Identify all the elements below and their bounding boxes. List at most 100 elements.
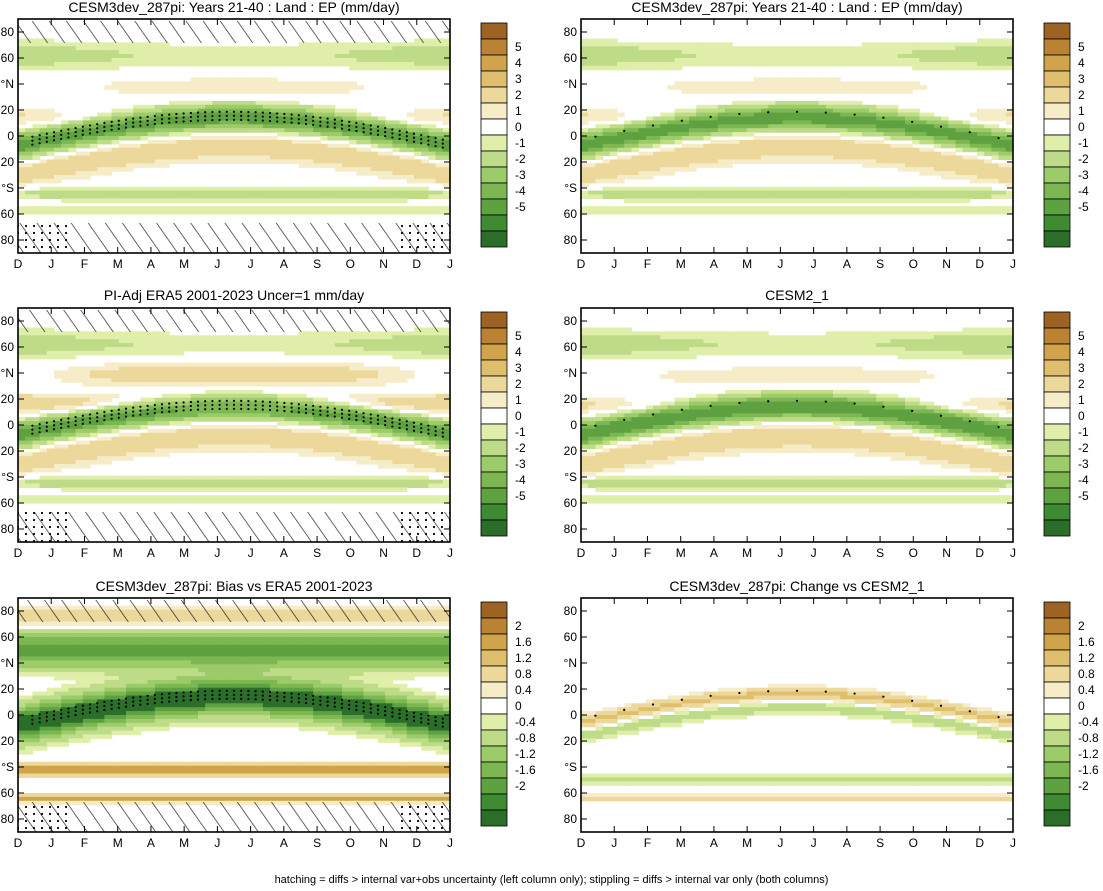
lat-tick-label: 80: [564, 25, 578, 39]
lat-tick-label: 20: [1, 444, 15, 458]
panel-6: 80 60 °N 20 0 20 °S 60 80 D J F M A M J J A S O N D J: [564, 597, 1016, 850]
month-tick-label: A: [280, 546, 288, 560]
colorbar-swatch: [1043, 134, 1071, 152]
month-tick-label: A: [843, 257, 851, 271]
lat-tick-label: 0: [7, 708, 14, 722]
panel-5: 80 60 °N 20 0 20 °S 60 80 D J F M A M J J A S O N D J: [1, 597, 453, 850]
lat-tick-label: 20: [564, 392, 578, 406]
colorbar-swatch: [1043, 391, 1071, 409]
month-tick-label: S: [876, 546, 884, 560]
colorbar-swatch: [480, 134, 508, 152]
colorbar-label: 4: [1078, 345, 1085, 359]
colorbar-swatch: [480, 681, 508, 699]
lat-tick-label: 80: [564, 604, 578, 618]
month-tick-label: D: [577, 836, 586, 850]
month-tick-label: N: [379, 257, 388, 271]
lat-tick-label: 80: [1, 522, 15, 536]
month-tick-label: J: [214, 546, 220, 560]
month-tick-label: F: [81, 836, 88, 850]
lat-tick-label: °S: [564, 181, 577, 195]
colorbar-label: -5: [515, 200, 526, 214]
colorbar-3: 5 4 3 2 1 0 -1 -2 -3 -4 -5: [480, 311, 526, 537]
lat-tick-label: 60: [1, 340, 15, 354]
colorbar-swatch: [1043, 487, 1071, 505]
month-tick-label: M: [742, 836, 752, 850]
lat-tick-label: 0: [570, 418, 577, 432]
lat-tick-label: 20: [564, 734, 578, 748]
colorbar-swatch: [480, 22, 508, 40]
colorbar-label: 1.6: [515, 635, 532, 649]
colorbar-label: -4: [1078, 473, 1089, 487]
colorbar-swatch: [480, 503, 508, 521]
month-tick-label: M: [742, 257, 752, 271]
colorbar-label: 1.6: [1078, 635, 1095, 649]
month-tick-label: M: [676, 836, 686, 850]
lat-tick-label: 20: [1, 155, 15, 169]
month-tick-label: M: [676, 257, 686, 271]
colorbar-swatch: [480, 649, 508, 667]
month-tick-label: A: [147, 546, 155, 560]
colorbar-swatch: [1043, 86, 1071, 104]
colorbar-swatch: [480, 697, 508, 715]
month-tick-label: A: [280, 257, 288, 271]
month-tick-label: J: [48, 257, 54, 271]
colorbar-swatch: [1043, 617, 1071, 635]
panel-1: 80 60 °N 20 0 20 °S 60 80 D J F M A M J J A S O N D J: [1, 18, 453, 271]
colorbar-label: 2: [1078, 377, 1085, 391]
colorbar-label: -2: [515, 779, 526, 793]
month-tick-label: J: [1010, 836, 1016, 850]
lat-tick-label: 60: [1, 207, 15, 221]
colorbar-swatch: [480, 761, 508, 779]
month-tick-label: A: [710, 257, 718, 271]
lat-tick-label: 20: [564, 155, 578, 169]
colorbar-swatch: [480, 777, 508, 795]
colorbar-swatch: [480, 407, 508, 425]
colorbar-label: 3: [1078, 361, 1085, 375]
lat-tick-label: 60: [1, 786, 15, 800]
colorbar-label: -3: [1078, 168, 1089, 182]
colorbar-label: 4: [1078, 56, 1085, 70]
lat-tick-label: 60: [564, 630, 578, 644]
colorbar-swatch: [1043, 102, 1071, 120]
colorbar-label: 2: [1078, 619, 1085, 633]
colorbar-label: 3: [515, 72, 522, 86]
colorbar-swatch: [1043, 793, 1071, 811]
lat-tick-label: 60: [1, 630, 15, 644]
month-tick-label: J: [48, 836, 54, 850]
footer-note: hatching = diffs > internal var+obs unce…: [274, 874, 829, 886]
colorbar-swatch: [1043, 150, 1071, 168]
month-tick-label: D: [412, 257, 421, 271]
colorbar-swatch: [1043, 359, 1071, 377]
colorbar-label: 0: [515, 699, 522, 713]
month-tick-label: M: [113, 257, 123, 271]
colorbar-swatch: [480, 617, 508, 635]
lat-tick-label: °N: [1, 77, 14, 91]
colorbar-label: 5: [1078, 329, 1085, 343]
colorbar-swatch: [480, 327, 508, 345]
colorbar-swatch: [1043, 745, 1071, 763]
colorbar-label: 0: [515, 120, 522, 134]
colorbar-swatch: [480, 601, 508, 619]
month-tick-label: A: [843, 836, 851, 850]
colorbar-label: -4: [1078, 184, 1089, 198]
colorbar-label: 5: [515, 40, 522, 54]
colorbar-label: -1: [1078, 425, 1089, 439]
colorbar-label: 2: [515, 377, 522, 391]
colorbar-swatch: [1043, 601, 1071, 619]
colorbar-label: 2: [515, 88, 522, 102]
colorbar-swatch: [1043, 54, 1071, 72]
colorbar-swatch: [480, 150, 508, 168]
colorbar-swatch: [480, 198, 508, 216]
lat-tick-label: 20: [1, 103, 15, 117]
colorbar-swatch: [480, 745, 508, 763]
colorbar-label: 5: [515, 329, 522, 343]
colorbar-swatch: [1043, 423, 1071, 441]
colorbar-label: -5: [1078, 200, 1089, 214]
colorbar-swatch: [1043, 649, 1071, 667]
panel-title-5: CESM3dev_287pi: Bias vs ERA5 2001-2023: [95, 578, 373, 594]
month-tick-label: J: [447, 836, 453, 850]
month-tick-label: M: [676, 546, 686, 560]
colorbar-swatch: [480, 729, 508, 747]
colorbar-swatch: [1043, 375, 1071, 393]
month-tick-label: S: [876, 257, 884, 271]
